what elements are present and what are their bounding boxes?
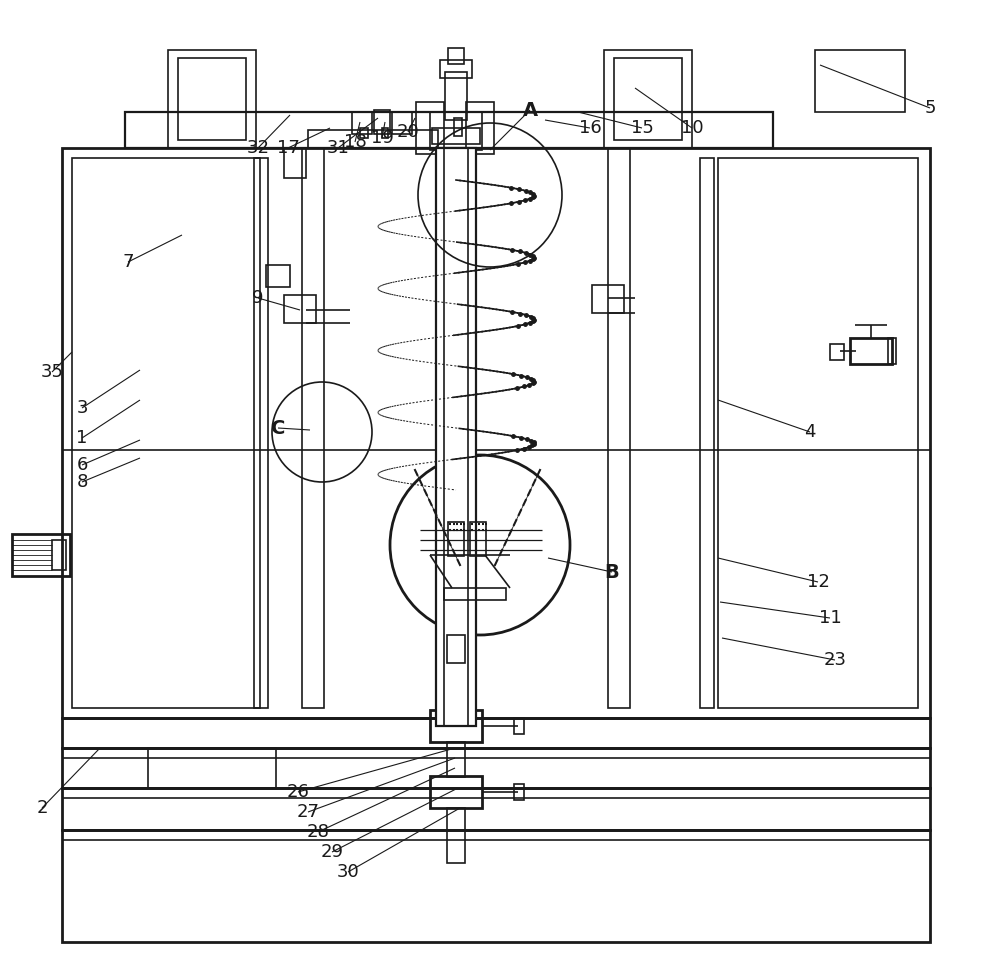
Bar: [718, 158, 918, 708]
Text: 31: 31: [327, 139, 350, 157]
Bar: [700, 158, 714, 708]
Text: 19: 19: [370, 129, 393, 147]
Text: 2: 2: [36, 799, 47, 817]
Bar: [72, 158, 260, 708]
Bar: [445, 72, 467, 120]
Bar: [360, 128, 368, 138]
Bar: [374, 110, 390, 134]
Text: 12: 12: [807, 573, 829, 591]
Bar: [436, 148, 476, 726]
Bar: [830, 344, 844, 360]
Text: 35: 35: [40, 363, 63, 381]
Bar: [168, 50, 256, 148]
Bar: [266, 265, 290, 287]
Bar: [382, 128, 388, 138]
Bar: [614, 58, 682, 140]
Bar: [178, 58, 246, 140]
Text: 1: 1: [76, 429, 88, 447]
Text: 10: 10: [681, 119, 703, 137]
Bar: [447, 673, 465, 711]
Text: 17: 17: [277, 139, 299, 157]
Circle shape: [390, 455, 570, 635]
Bar: [514, 784, 524, 800]
Bar: [62, 748, 930, 788]
Bar: [592, 285, 624, 313]
Text: 20: 20: [397, 123, 420, 141]
Bar: [815, 50, 905, 112]
Text: 27: 27: [296, 803, 319, 821]
Text: B: B: [605, 563, 620, 581]
Bar: [448, 48, 464, 64]
Text: 16: 16: [578, 119, 602, 137]
Text: A: A: [522, 100, 538, 120]
Text: 23: 23: [823, 651, 846, 669]
Text: 9: 9: [252, 289, 264, 307]
Text: 32: 32: [246, 139, 270, 157]
Text: 6: 6: [76, 456, 88, 474]
Bar: [888, 338, 896, 364]
Bar: [470, 522, 486, 556]
Bar: [430, 776, 482, 808]
Bar: [52, 540, 66, 570]
Bar: [302, 148, 324, 708]
Text: 5: 5: [924, 99, 936, 117]
Bar: [447, 635, 465, 663]
Bar: [444, 588, 506, 600]
Bar: [416, 102, 444, 154]
Text: 28: 28: [306, 823, 329, 841]
Bar: [308, 130, 438, 148]
Text: 7: 7: [122, 253, 134, 271]
Bar: [514, 718, 524, 734]
Bar: [432, 128, 480, 144]
Bar: [430, 112, 482, 150]
Bar: [352, 112, 372, 134]
Bar: [447, 742, 465, 777]
Text: 30: 30: [337, 863, 360, 881]
Text: 4: 4: [804, 423, 816, 441]
Bar: [284, 295, 316, 323]
Bar: [62, 788, 930, 830]
Bar: [62, 718, 930, 748]
Bar: [62, 148, 930, 718]
Bar: [604, 50, 692, 148]
Text: 8: 8: [76, 473, 88, 491]
Bar: [254, 158, 268, 708]
Bar: [392, 112, 412, 134]
Bar: [438, 663, 474, 673]
Bar: [62, 830, 930, 942]
Text: 11: 11: [819, 609, 841, 627]
Text: 3: 3: [76, 399, 88, 417]
Text: 18: 18: [344, 133, 366, 151]
Bar: [447, 808, 465, 863]
Text: 26: 26: [287, 783, 309, 801]
Bar: [284, 148, 306, 178]
Bar: [454, 118, 462, 136]
Bar: [430, 710, 482, 742]
Bar: [608, 148, 630, 708]
Bar: [12, 534, 70, 576]
Bar: [440, 60, 472, 78]
Text: C: C: [271, 419, 286, 437]
Bar: [125, 112, 773, 148]
Text: 15: 15: [630, 119, 653, 137]
Bar: [466, 102, 494, 154]
Bar: [448, 522, 464, 556]
Bar: [148, 748, 276, 788]
Text: 29: 29: [320, 843, 344, 861]
Bar: [850, 338, 892, 364]
